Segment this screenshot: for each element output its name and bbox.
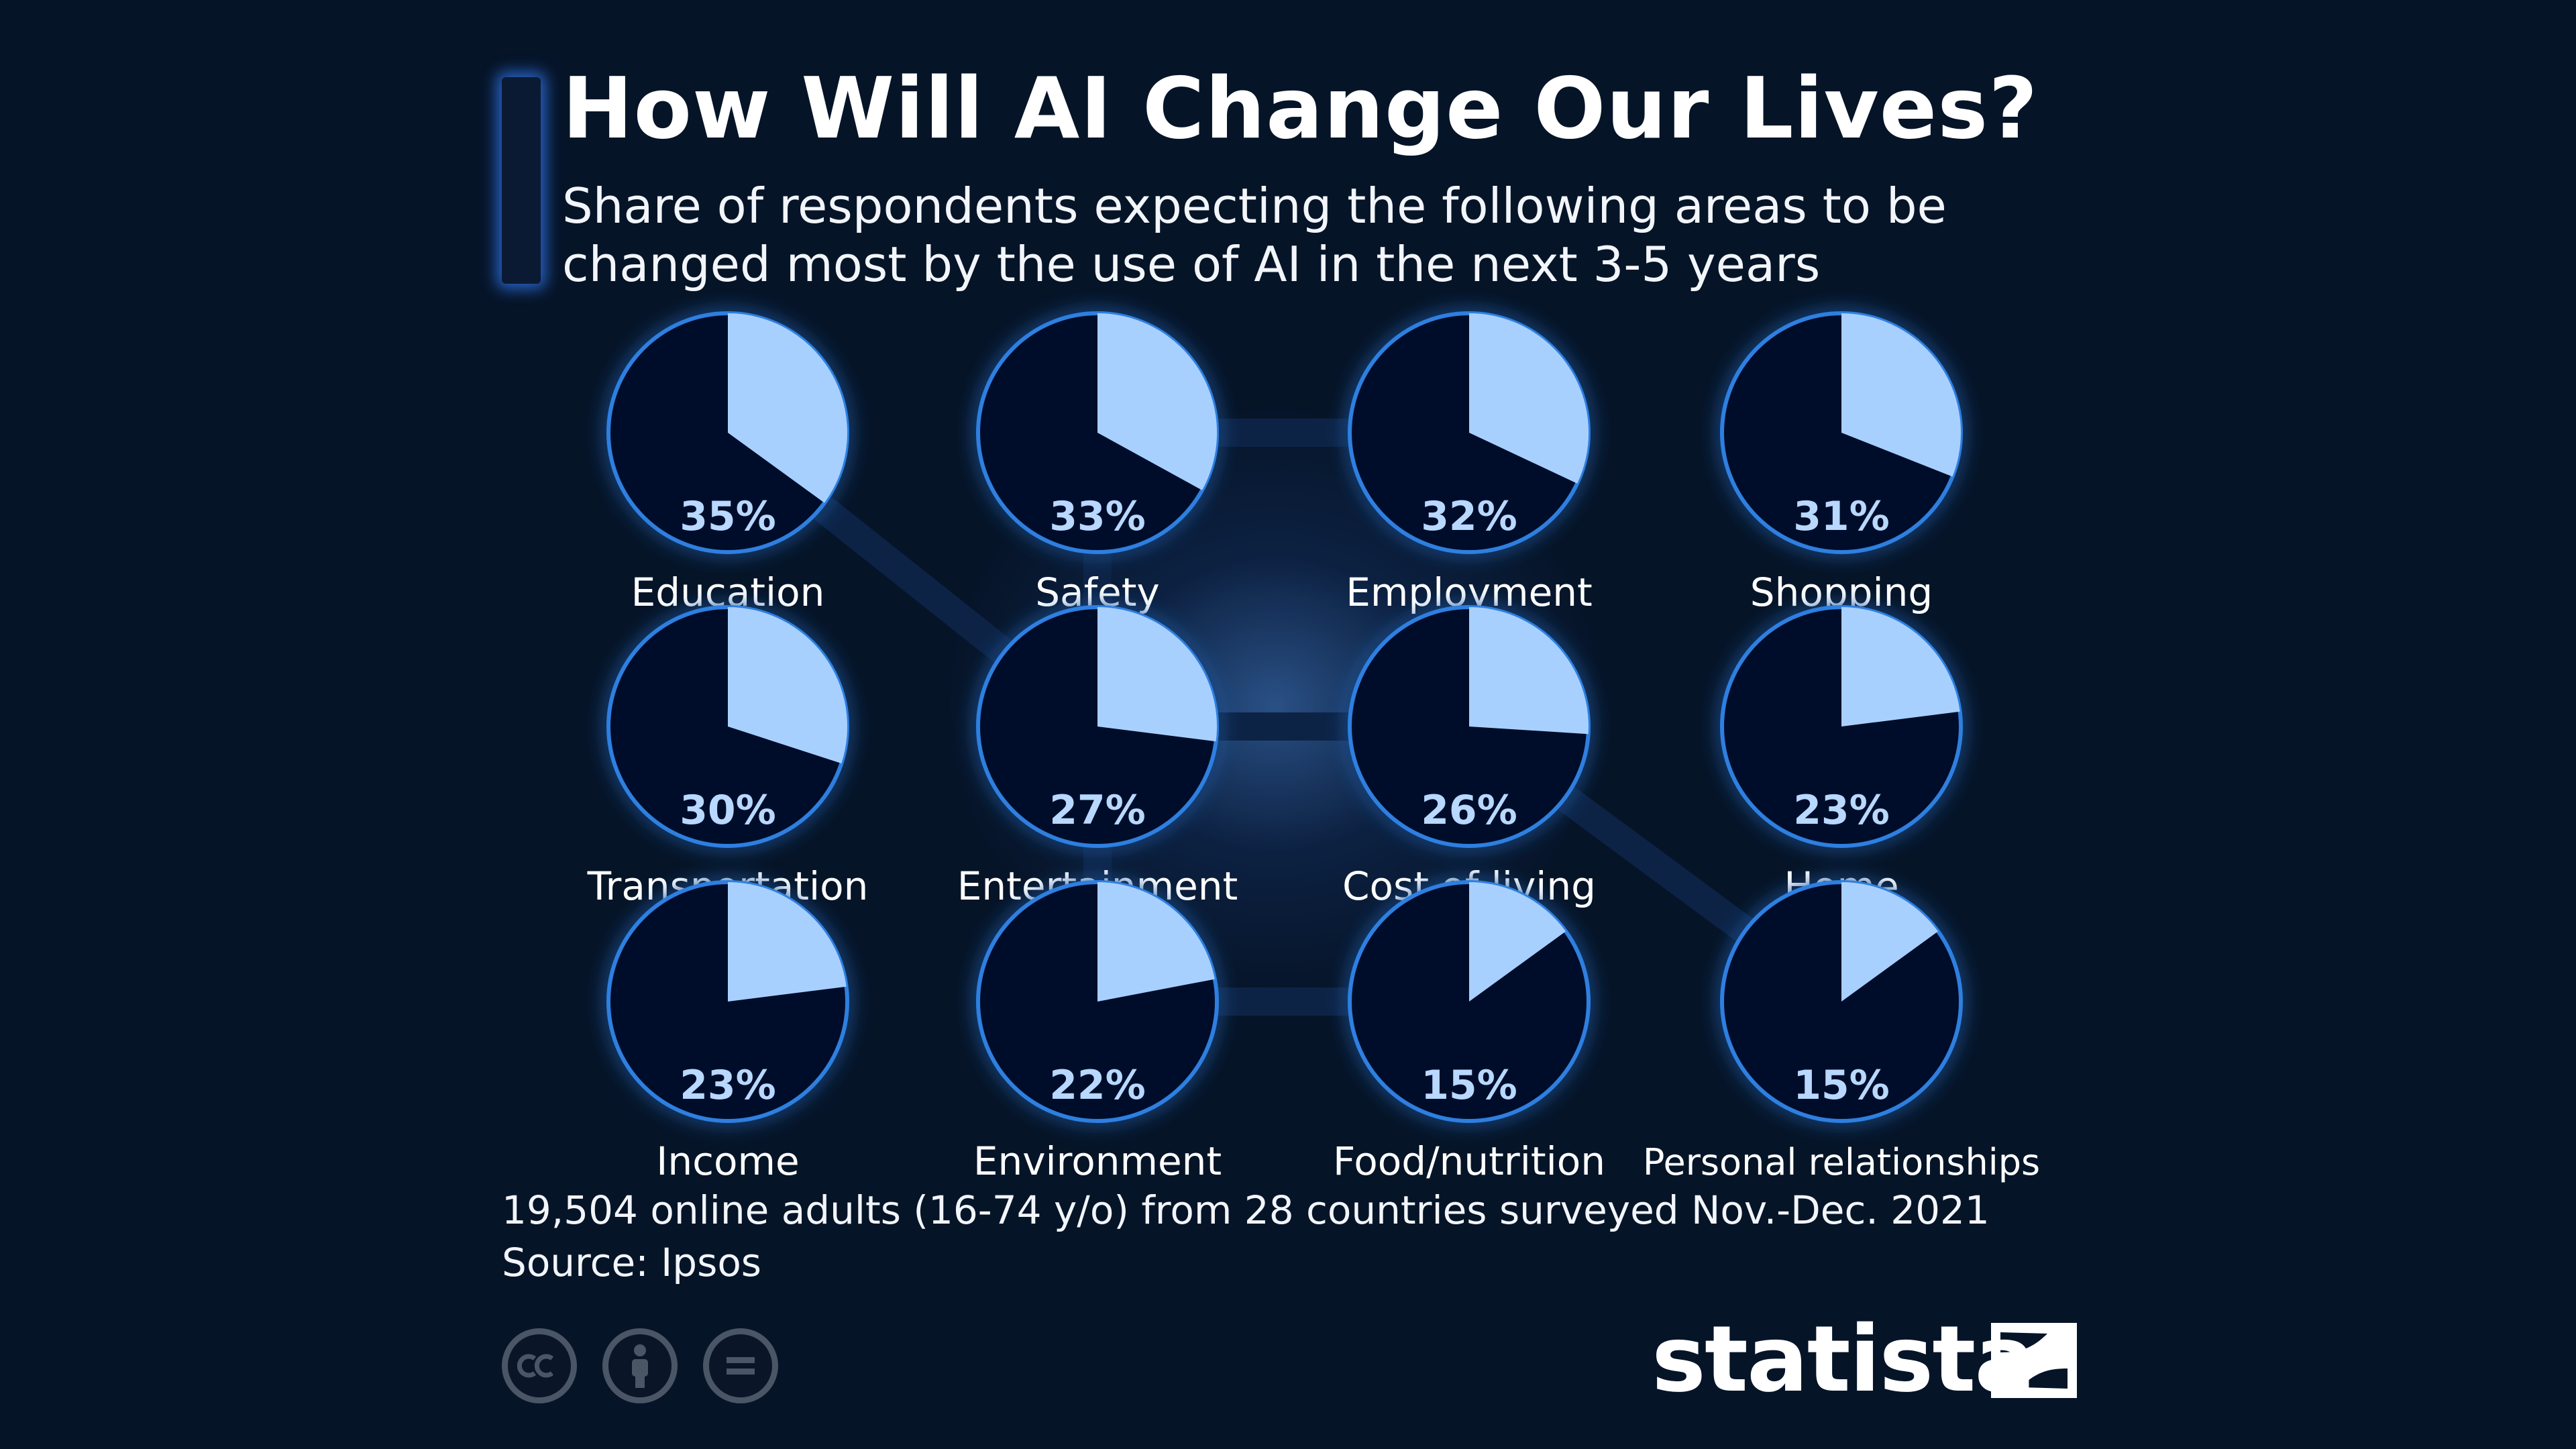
percent-label: 26% [1421,787,1517,834]
pie-slice [1841,882,1938,1002]
person-glyph [632,1344,648,1388]
cc-glyph [517,1354,554,1378]
connector-lines [718,419,1850,1016]
pie-environment: 22% Environment [973,880,1222,1184]
pie-slice [728,882,847,1002]
pie-charts: 35%Education 33%Safety 32%Employment 31%Sho… [587,311,2040,1184]
attribution-icon[interactable] [602,1328,678,1403]
pie-home: 23%Home [1720,605,1963,909]
percent-label: 31% [1793,493,1890,540]
pie-education: 35%Education [606,311,849,615]
chart-title: How Will AI Change Our Lives? [562,59,2039,158]
survey-note: 19,504 online adults (16-74 y/o) from 28… [502,1187,1990,1233]
equals-glyph [727,1357,755,1375]
percent-label: 32% [1421,493,1517,540]
percent-label: 30% [680,787,776,834]
percent-label: 15% [1421,1062,1517,1109]
pie-cost-of-living: 26%Cost of living [1342,605,1596,909]
category-label: Personal relationships [1643,1141,2040,1183]
percent-label: 23% [1793,787,1890,834]
percent-label: 27% [1049,787,1146,834]
pie-slice [728,313,847,503]
pie-slice [1469,313,1589,484]
pie-income: 23% Income [606,880,849,1184]
category-label: Food/nutrition [1333,1138,1605,1184]
pie-transportation: 30%Transportation [587,605,868,909]
pie-slice [1097,607,1218,742]
pie-shopping: 31%Shopping [1720,311,1963,615]
no-derivatives-icon[interactable] [703,1328,778,1403]
pie-slice [1097,313,1218,490]
source-note: Source: Ipsos [502,1240,762,1285]
category-label: Income [656,1138,799,1184]
pie-slice [1469,882,1566,1002]
title-accent-bar [502,77,541,284]
percent-label: 22% [1049,1062,1146,1109]
statista-logo-text[interactable]: statista [1652,1307,2036,1413]
pie-food-nutrition: 15% Food/nutrition [1333,880,1605,1184]
category-label: Environment [973,1138,1222,1184]
pie-slice [1097,882,1215,1002]
chart-subtitle-line-1: Share of respondents expecting the follo… [562,178,1947,234]
pie-personal-relationships: 15% Personal relationships [1643,880,2040,1183]
statista-logo-icon[interactable] [1991,1323,2077,1398]
pie-slice [1841,606,1960,727]
percent-label: 35% [680,493,776,540]
pie-slice [728,607,848,763]
pie-slice [1469,607,1589,735]
pie-employment: 32%Employment [1346,311,1593,615]
percent-label: 23% [680,1062,776,1109]
cc-icon[interactable] [502,1328,577,1403]
percent-label: 33% [1049,493,1146,540]
pie-slice [1841,313,1961,477]
pie-safety: 33%Safety [976,311,1219,615]
chart-subtitle-line-2: changed most by the use of AI in the nex… [562,236,1821,292]
percent-label: 15% [1793,1062,1890,1109]
